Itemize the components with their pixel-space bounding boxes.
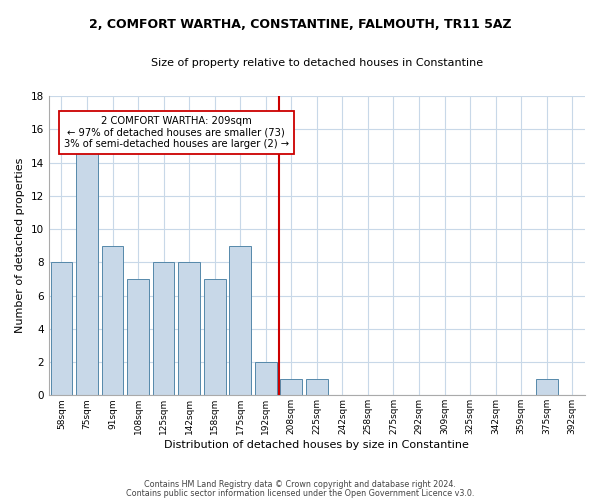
Bar (76, 146, 98, 396)
Bar (280, 378, 302, 396)
Bar (255, 362, 277, 396)
Bar (306, 378, 328, 396)
Bar (178, 262, 200, 396)
Bar (536, 378, 557, 396)
Title: Size of property relative to detached houses in Constantine: Size of property relative to detached ho… (151, 58, 483, 68)
Text: 2 COMFORT WARTHA: 209sqm
← 97% of detached houses are smaller (73)
3% of semi-de: 2 COMFORT WARTHA: 209sqm ← 97% of detach… (64, 116, 289, 149)
Bar (50, 262, 72, 396)
Text: 2, COMFORT WARTHA, CONSTANTINE, FALMOUTH, TR11 5AZ: 2, COMFORT WARTHA, CONSTANTINE, FALMOUTH… (89, 18, 511, 30)
Text: Contains public sector information licensed under the Open Government Licence v3: Contains public sector information licen… (126, 488, 474, 498)
Bar (153, 262, 175, 396)
Bar (127, 279, 149, 396)
X-axis label: Distribution of detached houses by size in Constantine: Distribution of detached houses by size … (164, 440, 469, 450)
Bar (101, 246, 124, 396)
Text: Contains HM Land Registry data © Crown copyright and database right 2024.: Contains HM Land Registry data © Crown c… (144, 480, 456, 489)
Bar (204, 279, 226, 396)
Y-axis label: Number of detached properties: Number of detached properties (15, 158, 25, 334)
Bar (229, 246, 251, 396)
